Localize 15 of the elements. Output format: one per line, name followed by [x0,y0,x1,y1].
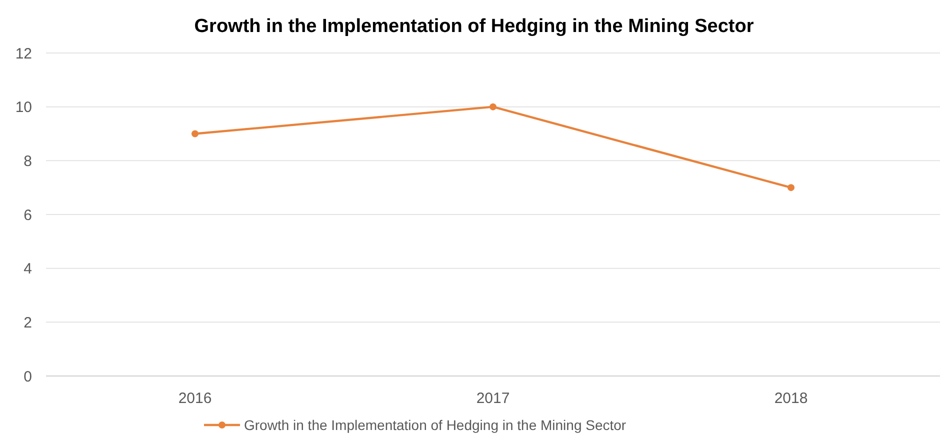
y-tick-label: 12 [15,45,32,62]
y-tick-label: 10 [15,99,32,116]
y-tick-label: 6 [24,206,32,224]
y-tick-label: 8 [24,152,32,170]
y-tick-label: 0 [24,368,32,386]
x-tick-label: 2016 [178,390,212,407]
y-tick-label: 2 [24,314,32,332]
point [192,130,198,138]
x-tick-label: 2018 [774,390,808,407]
chart-title: Growth in the Implementation of Hedging in the Mining Sector [194,16,754,37]
point [490,103,496,110]
x-tick-label: 2017 [476,390,510,407]
point [788,184,794,192]
y-tick-label: 4 [24,260,32,278]
legend-label: Growth in the Implementation of Hedging in the Mining Sector [244,417,626,433]
